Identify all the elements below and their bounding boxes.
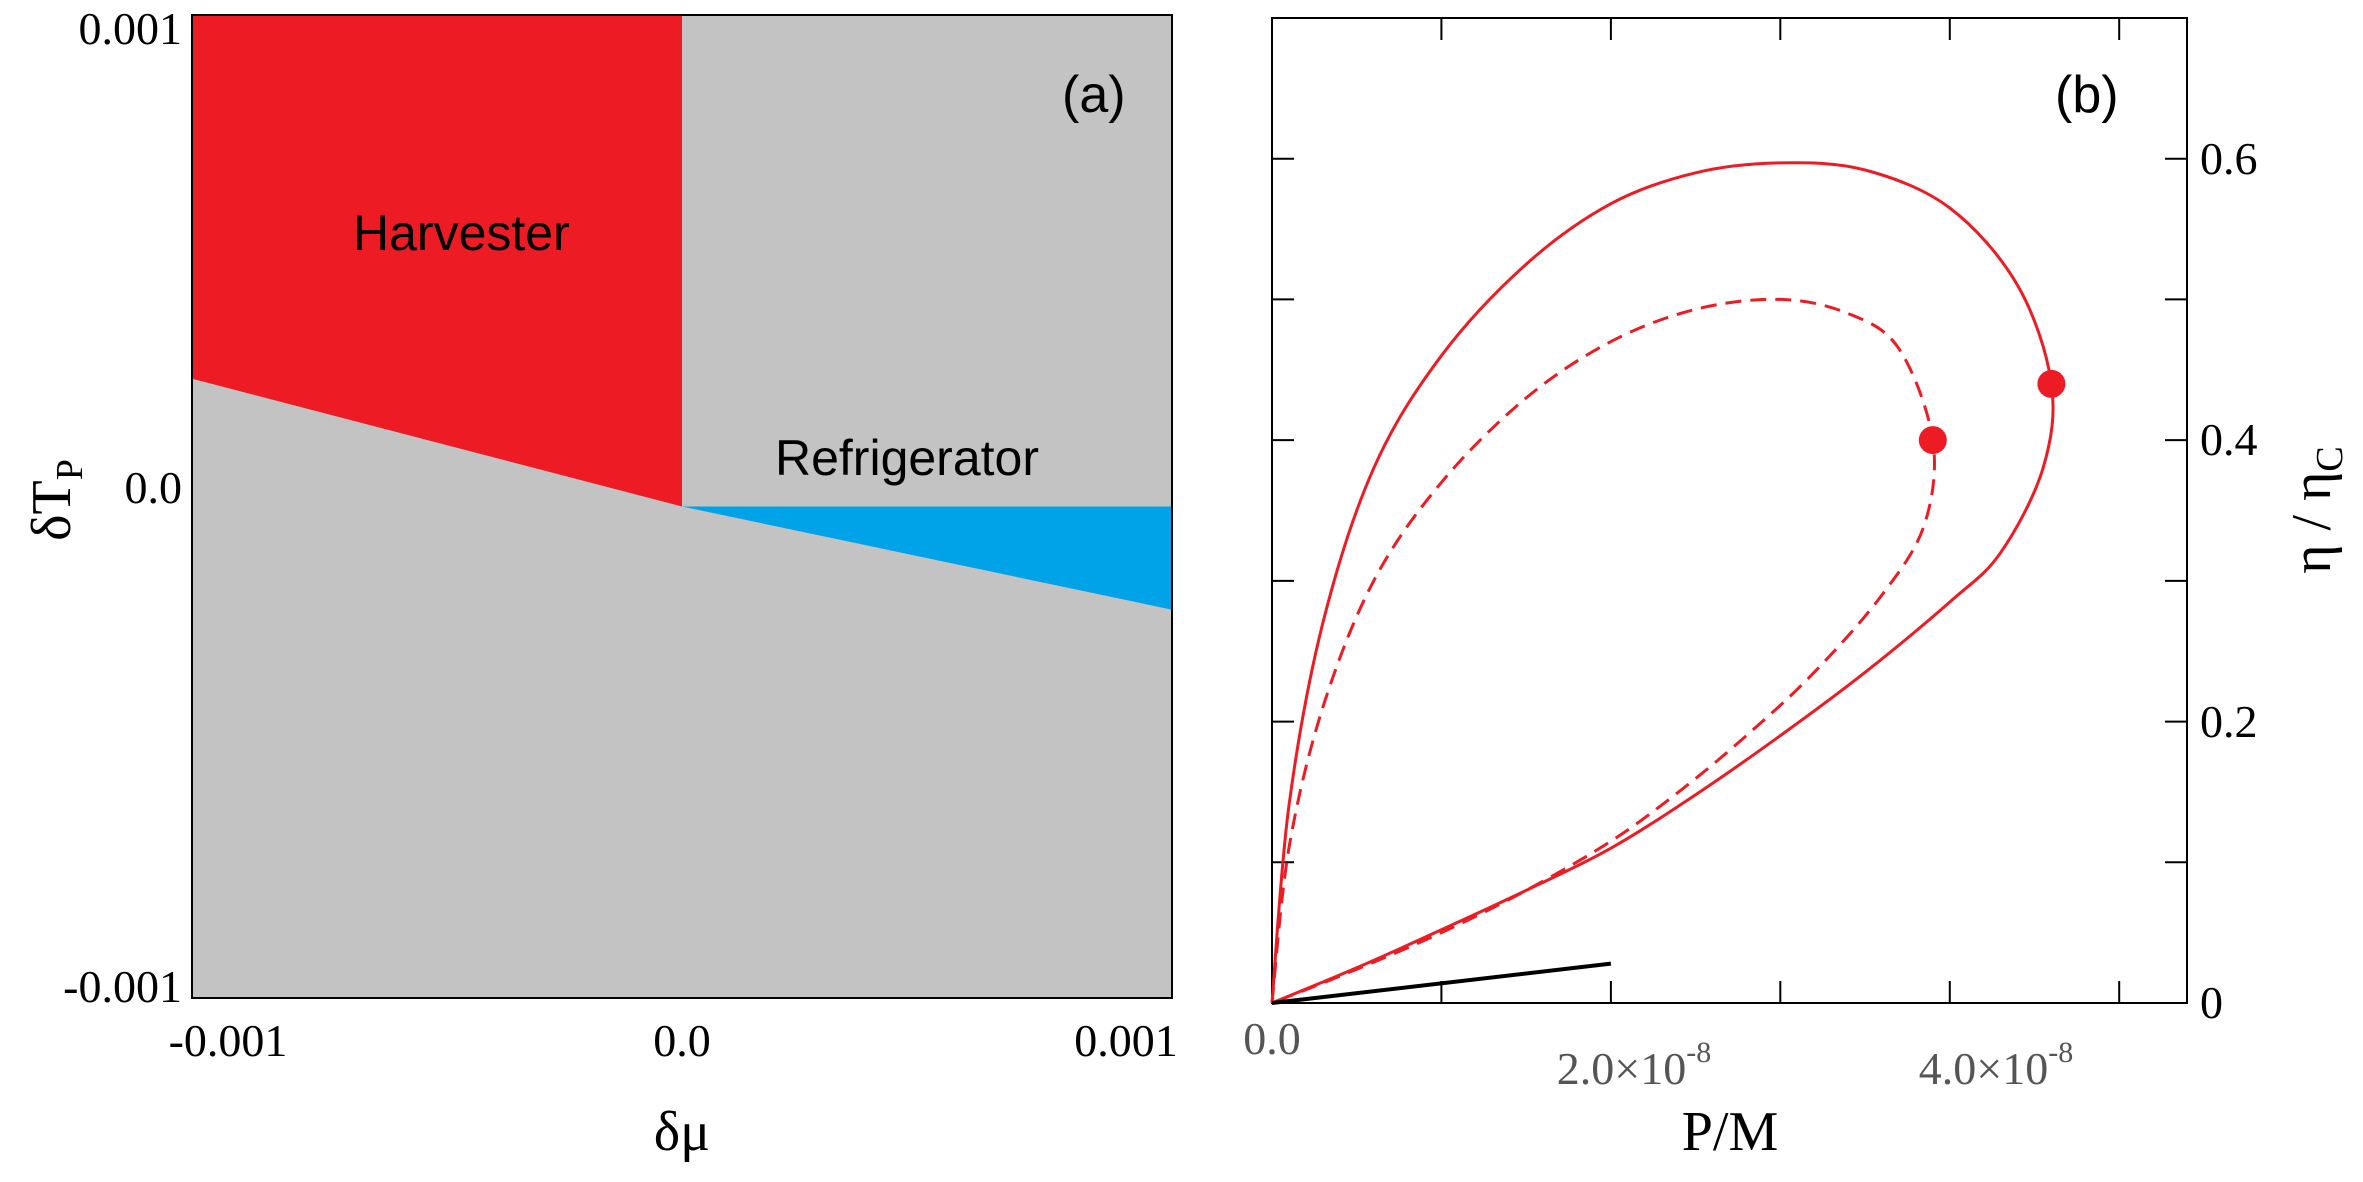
x-tick-1-mantissa: 2.0×10 [1557, 1043, 1686, 1094]
max-power-marker-solid [2037, 369, 2066, 398]
panel-b-frame [1271, 17, 2188, 1004]
x-tick-2-exponent: -8 [2048, 1036, 2073, 1069]
y-tick-label-0: 0 [2200, 977, 2223, 1028]
panel-b-ticks [1272, 18, 2187, 1003]
refrigerator-region [682, 506, 1172, 610]
efficiency-curve-dashed [1270, 297, 1936, 1005]
efficiency-curve-solid [1270, 161, 2055, 1005]
x-tick-label-mid: 0.0 [653, 1015, 711, 1066]
y-axis-label-a-main: δT [21, 480, 83, 541]
panel-b-label: (b) [2055, 66, 2119, 124]
harvester-region [192, 15, 682, 507]
panel-b: (b) 0 0.2 0.4 0.6 0.0 2.0×10-8 4.0×10-8 … [1243, 17, 2351, 1163]
y-tick-label-bottom: -0.001 [63, 961, 182, 1012]
y-tick-label-0.4: 0.4 [2200, 414, 2258, 465]
x-axis-label-b: P/M [1682, 1101, 1779, 1163]
x-tick-label-right: 0.001 [1074, 1015, 1178, 1066]
x-tick-label-2e-8: 2.0×10-8 [1557, 1036, 1711, 1094]
x-tick-label-4e-8: 4.0×10-8 [1919, 1036, 2073, 1094]
y-axis-label-a: δTP [21, 459, 91, 541]
x-tick-label-left: -0.001 [169, 1015, 288, 1066]
panel-a-frame [191, 14, 1173, 999]
y-tick-label-0.6: 0.6 [2200, 133, 2258, 184]
panel-a: Harvester Refrigerator (a) 0.001 0.0 -0.… [21, 3, 1178, 1163]
x-tick-0-mantissa: 0.0 [1243, 1013, 1301, 1064]
y-tick-label-top: 0.001 [79, 3, 183, 54]
max-power-marker-dashed [1918, 426, 1947, 455]
y-axis-label-b: η / ηC [2281, 446, 2351, 574]
refrigerator-label: Refrigerator [775, 430, 1039, 486]
x-axis-label-a: δμ [654, 1101, 710, 1163]
y-axis-label-b-sub: C [2309, 446, 2351, 471]
y-tick-label-mid: 0.0 [125, 462, 183, 513]
x-tick-1-exponent: -8 [1686, 1036, 1711, 1069]
panel-a-label: (a) [1062, 66, 1126, 124]
black-reference-line [1271, 961, 1612, 1005]
harvester-label: Harvester [353, 205, 570, 261]
y-axis-label-b-main: η / η [2281, 472, 2343, 574]
y-axis-label-a-sub: P [49, 459, 91, 480]
x-tick-2-mantissa: 4.0×10 [1919, 1043, 2048, 1094]
x-tick-label-0: 0.0 [1243, 1013, 1301, 1064]
y-tick-label-0.2: 0.2 [2200, 696, 2258, 747]
